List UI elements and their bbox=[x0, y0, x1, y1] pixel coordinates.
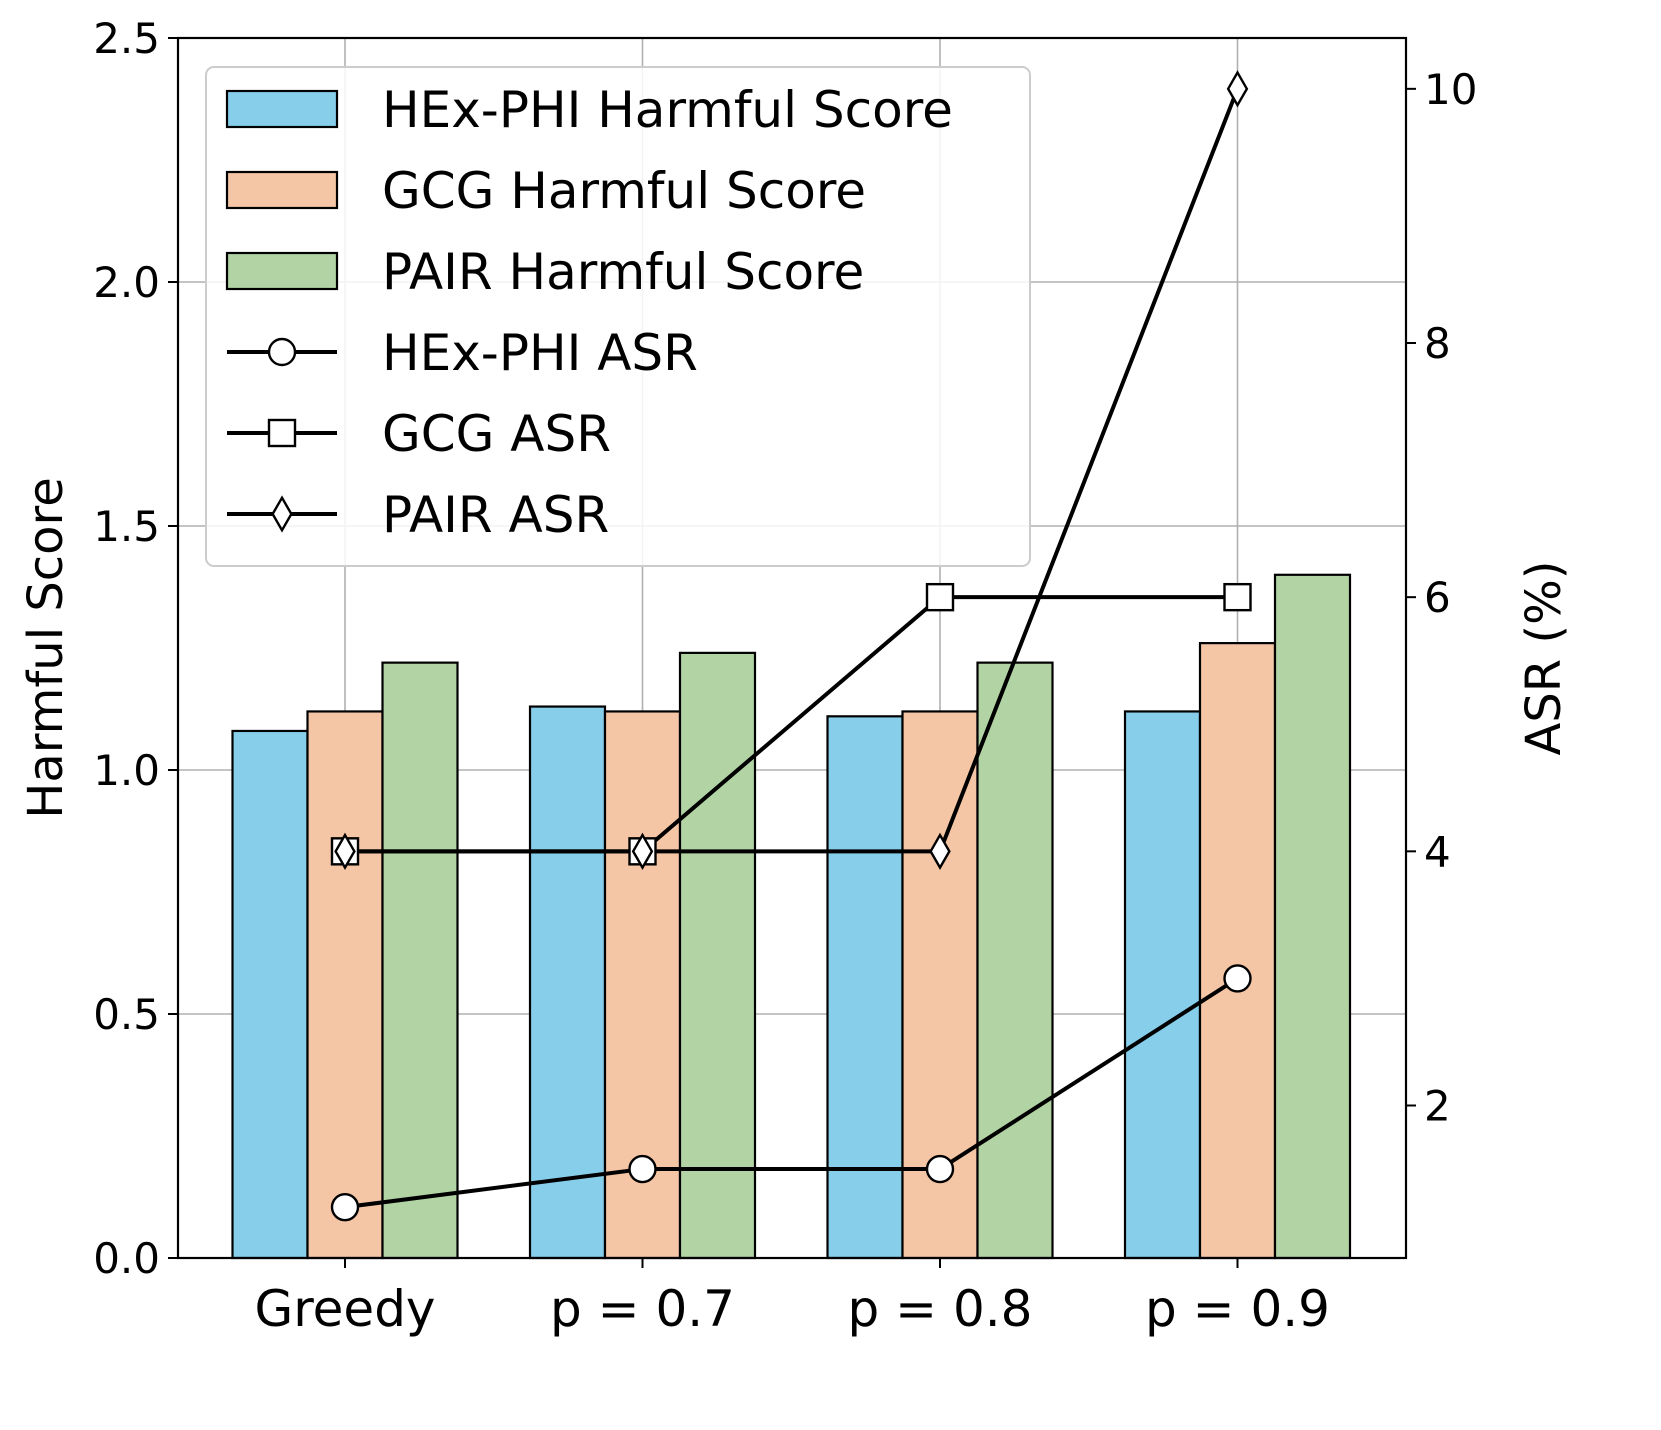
legend-swatch bbox=[225, 251, 339, 291]
asr-point bbox=[631, 832, 654, 870]
bars bbox=[231, 573, 1352, 1260]
bar bbox=[381, 661, 459, 1260]
bar bbox=[1273, 573, 1352, 1260]
y-tick-label: 0.0 bbox=[93, 1234, 160, 1283]
asr-line bbox=[345, 595, 1238, 854]
bar bbox=[306, 710, 384, 1260]
asr-line bbox=[345, 88, 1240, 854]
asr-point bbox=[1226, 70, 1249, 108]
asr-point bbox=[330, 1192, 360, 1222]
bar bbox=[231, 729, 309, 1260]
bar bbox=[678, 651, 757, 1260]
asr-line bbox=[344, 976, 1239, 1210]
legend-marker bbox=[267, 418, 297, 448]
asr-lines bbox=[330, 70, 1252, 1222]
asr-point bbox=[1223, 582, 1252, 612]
bar bbox=[826, 715, 904, 1260]
x-tick-label: Greedy bbox=[254, 1280, 435, 1338]
y2-tick-label: 8 bbox=[1424, 319, 1451, 368]
y-tick-label: 1.0 bbox=[93, 746, 160, 795]
y-tick-label: 2.5 bbox=[93, 14, 160, 63]
y-axis-title: Harmful Score bbox=[18, 477, 74, 819]
bar bbox=[1123, 710, 1202, 1260]
legend-label: PAIR ASR bbox=[382, 486, 609, 544]
asr-point bbox=[925, 1154, 955, 1184]
x-tick-label: p = 0.9 bbox=[1145, 1280, 1330, 1338]
y2-axis-title: ASR (%) bbox=[1516, 561, 1572, 756]
legend-label: PAIR Harmful Score bbox=[382, 243, 864, 301]
legend-marker bbox=[271, 495, 293, 533]
y-tick-label: 0.5 bbox=[93, 990, 160, 1039]
asr-point bbox=[925, 582, 955, 612]
x-tick-label: p = 0.7 bbox=[550, 1280, 735, 1338]
y-tick-label: 2.0 bbox=[93, 258, 160, 307]
legend-label: HEx-PHI Harmful Score bbox=[382, 81, 953, 139]
y2-tick-label: 4 bbox=[1424, 827, 1451, 876]
y2-tick-label: 10 bbox=[1424, 65, 1477, 114]
legend-marker bbox=[267, 337, 297, 367]
y2-tick-label: 2 bbox=[1424, 1082, 1451, 1131]
legend-label: GCG Harmful Score bbox=[382, 162, 866, 220]
legend-swatch bbox=[225, 89, 339, 129]
asr-point bbox=[334, 832, 356, 870]
legend-label: GCG ASR bbox=[382, 405, 611, 463]
asr-point bbox=[1223, 964, 1252, 993]
bar bbox=[976, 661, 1054, 1260]
legend-swatch bbox=[225, 170, 339, 210]
y-tick-label: 1.5 bbox=[93, 502, 160, 551]
y2-tick-label: 6 bbox=[1424, 573, 1451, 622]
legend-label: HEx-PHI ASR bbox=[382, 324, 698, 382]
legend: HEx-PHI Harmful Score GCG Harmful Score PA… bbox=[205, 66, 1031, 567]
asr-point bbox=[929, 832, 951, 870]
legend-box bbox=[205, 66, 1031, 567]
asr-point bbox=[628, 1154, 657, 1184]
x-tick-label: p = 0.8 bbox=[848, 1280, 1033, 1338]
bar bbox=[1198, 642, 1277, 1260]
plot-frame bbox=[176, 36, 1408, 1260]
axes: 0.0 0.5 1.0 1.5 2.0 2.5 2 4 6 8 10 Greedy p = 0.7 p =… bbox=[18, 14, 1572, 1338]
